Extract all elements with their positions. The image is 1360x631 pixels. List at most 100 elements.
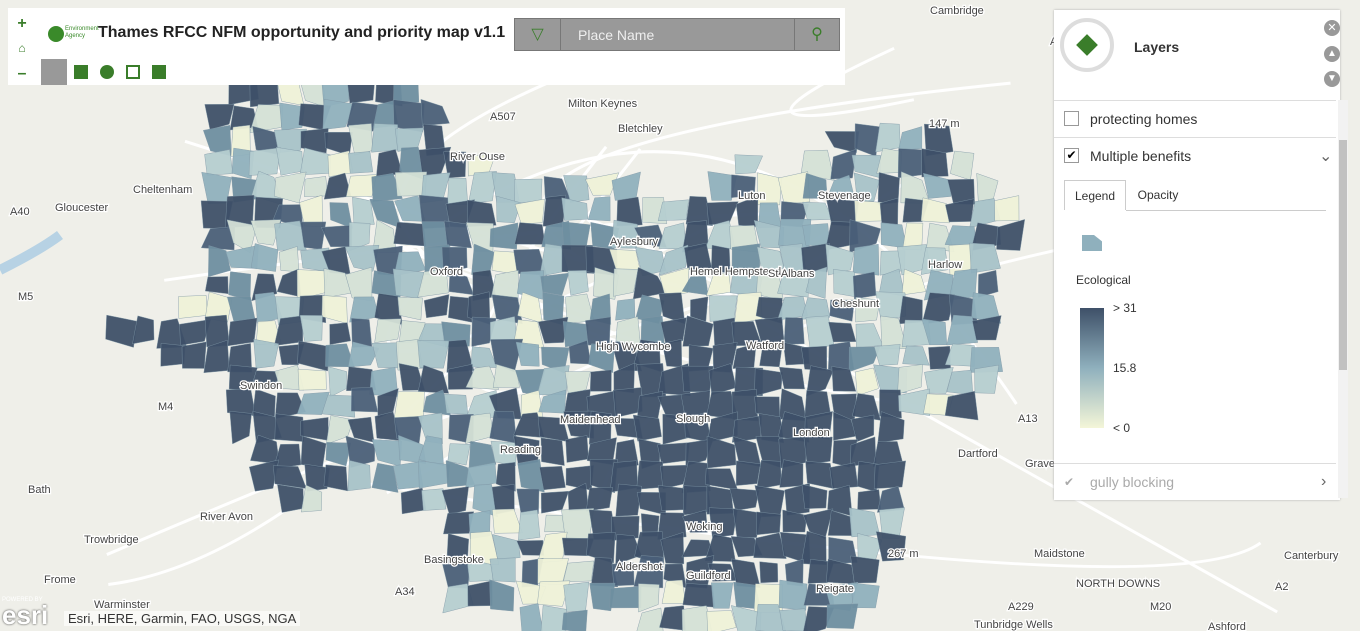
expand-arrow[interactable]: ⌄: [1319, 148, 1333, 165]
catchment: [855, 296, 881, 323]
legend-ramp: [1080, 308, 1104, 428]
catchment: [466, 558, 494, 582]
catchment: [660, 532, 685, 565]
catchment: [371, 123, 399, 153]
catchment: [562, 221, 591, 247]
checkbox[interactable]: [1064, 111, 1079, 126]
catchment: [204, 149, 234, 176]
catchment: [848, 507, 880, 538]
place-label: Dartford: [958, 448, 998, 460]
catchment: [855, 323, 884, 349]
layers-tool[interactable]: [41, 59, 67, 85]
expand-arrow[interactable]: ›: [1321, 473, 1327, 490]
place-label: High Wycombe: [596, 341, 670, 353]
search-dropdown[interactable]: ▽: [515, 19, 561, 50]
logo-icon: [48, 26, 64, 42]
catchment: [374, 318, 402, 343]
legend-field: Ecological: [1076, 273, 1131, 287]
tab[interactable]: Legend: [1064, 180, 1126, 210]
place-label: A507: [490, 111, 516, 123]
catchment: [228, 271, 251, 301]
info-tool[interactable]: [100, 65, 114, 79]
checkbox[interactable]: ✔: [1064, 475, 1075, 489]
attribution: Esri, HERE, Garmin, FAO, USGS, NGA: [64, 611, 301, 626]
tab[interactable]: Opacity: [1137, 188, 1179, 202]
layers-panel: Layers ✕ ▲ ▼ protecting homes ✔ Multiple…: [1054, 10, 1348, 500]
catchment: [563, 175, 590, 203]
catchment: [902, 345, 930, 366]
catchment: [805, 266, 828, 299]
layer-name[interactable]: gully blocking: [1090, 474, 1175, 490]
zoom-in[interactable]: +: [17, 15, 27, 32]
zoom-out[interactable]: –: [17, 65, 27, 82]
catchment: [495, 462, 516, 492]
place-label: M20: [1150, 601, 1171, 613]
up-button[interactable]: ▲: [1324, 46, 1340, 62]
print-tool[interactable]: [152, 65, 166, 79]
catchment: [227, 317, 258, 347]
catchment: [828, 321, 857, 343]
catchment: [615, 483, 642, 517]
measure-tool[interactable]: [126, 65, 140, 79]
place-label: M4: [158, 401, 173, 413]
catchment: [516, 270, 544, 300]
catchment: [852, 244, 880, 276]
catchment: [443, 393, 469, 415]
catchment: [394, 391, 425, 419]
close-button[interactable]: ✕: [1324, 20, 1340, 36]
catchment: [585, 316, 611, 346]
place-label: Gloucester: [55, 202, 109, 214]
catchment: [513, 412, 545, 438]
catchment: [829, 299, 855, 322]
search-input[interactable]: Place Name: [578, 27, 655, 43]
place-label: Maidenhead: [560, 414, 621, 426]
catchment: [731, 321, 763, 346]
catchment: [633, 555, 664, 589]
catchment: [898, 295, 923, 325]
place-label: M5: [18, 291, 33, 303]
catchment: [274, 171, 307, 204]
catchment: [996, 219, 1026, 251]
layer-name[interactable]: protecting homes: [1090, 111, 1198, 127]
checkbox[interactable]: ✔: [1064, 148, 1079, 163]
catchment: [447, 443, 471, 466]
catchment: [681, 365, 714, 392]
basemap-tool[interactable]: [74, 65, 88, 79]
catchment: [541, 490, 570, 514]
catchment: [636, 607, 664, 631]
catchment: [658, 222, 687, 250]
catchment: [371, 342, 400, 369]
catchment: [417, 364, 450, 394]
catchment: [803, 606, 835, 631]
catchment: [371, 462, 399, 493]
catchment: [972, 315, 1002, 341]
layer-name[interactable]: Multiple benefits: [1090, 148, 1192, 164]
scrollbar[interactable]: [1338, 100, 1348, 498]
catchment: [754, 396, 781, 418]
catchment: [179, 319, 212, 346]
place-label: 147 m: [929, 118, 960, 130]
catchment: [946, 314, 979, 346]
home[interactable]: ⌂: [18, 41, 26, 55]
catchment: [561, 537, 595, 557]
catchment: [567, 482, 589, 512]
catchment: [585, 487, 613, 512]
catchment: [537, 531, 568, 563]
catchment: [518, 509, 541, 541]
catchment: [467, 199, 497, 227]
catchment: [396, 339, 423, 371]
catchment: [802, 223, 831, 247]
catchment: [850, 414, 875, 443]
search-button[interactable]: ⚲: [794, 19, 839, 50]
catchment: [824, 131, 860, 153]
catchment: [854, 200, 883, 222]
place-label: Ashford: [1208, 621, 1246, 631]
catchment: [657, 485, 688, 511]
logo-text: Environment Agency: [65, 26, 99, 39]
catchment: [492, 508, 523, 534]
powered-by: POWERED BY: [2, 597, 43, 603]
catchment: [948, 243, 974, 277]
down-button[interactable]: ▼: [1324, 71, 1340, 87]
catchment: [249, 104, 284, 133]
catchment: [778, 579, 808, 611]
